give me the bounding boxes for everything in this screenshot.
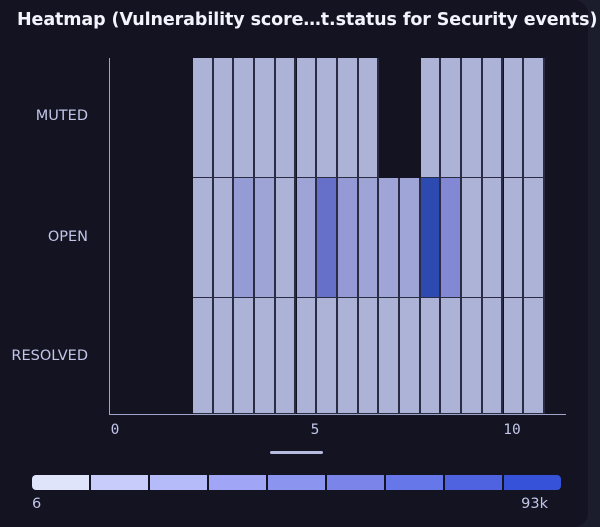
horizontal-scroll-handle[interactable] [270,451,323,454]
chart-title: Heatmap (Vulnerability score…t.status fo… [17,10,598,30]
heatmap-cell[interactable] [317,58,338,178]
legend-color-segment [150,475,207,490]
heatmap-cell[interactable] [213,58,235,178]
x-axis-line [109,414,566,415]
heatmap-cell[interactable] [400,178,421,298]
heatmap-cell[interactable] [482,298,504,414]
heatmap-cell[interactable] [441,178,463,298]
heatmap-cell[interactable] [358,178,380,298]
heatmap-cell[interactable] [420,178,442,298]
heatmap-cell[interactable] [193,58,214,178]
heatmap-cell[interactable] [317,178,338,298]
heatmap-cell[interactable] [296,298,318,414]
heatmap-cell[interactable] [441,298,463,414]
heatmap-cell[interactable] [462,58,483,178]
heatmap-cell[interactable] [524,178,545,298]
heatmap-cell[interactable] [358,58,380,178]
heatmap-cell[interactable] [503,298,525,414]
heatmap-cell[interactable] [275,58,297,178]
y-axis-line [109,58,110,415]
heatmap-cell[interactable] [503,178,525,298]
heatmap-cell[interactable] [503,58,525,178]
legend-color-segment [91,475,148,490]
heatmap-cell[interactable] [234,58,256,178]
legend-color-segment [327,475,384,490]
legend-min-label: 6 [32,496,42,512]
heatmap-cell[interactable] [420,58,442,178]
x-tick-0: 0 [110,422,120,438]
heatmap-cell[interactable] [462,178,483,298]
heatmap-cell[interactable] [337,178,359,298]
legend-color-segment [209,475,266,490]
heatmap-cell[interactable] [400,298,421,414]
heatmap-cell[interactable] [213,178,235,298]
heatmap-cell[interactable] [255,58,276,178]
heatmap-cell[interactable] [275,178,297,298]
x-tick-5: 5 [310,422,320,438]
y-label-resolved: RESOLVED [11,348,88,364]
heatmap-cell[interactable] [255,178,276,298]
heatmap-cell[interactable] [337,58,359,178]
legend-max-label: 93k [521,496,548,512]
x-tick-10: 10 [503,422,521,438]
heatmap-cell[interactable] [524,58,545,178]
legend-color-segment [268,475,325,490]
y-label-open: OPEN [47,229,88,245]
heatmap-cell[interactable] [234,298,256,414]
heatmap-cell[interactable] [317,298,338,414]
heatmap-cell[interactable] [193,298,214,414]
heatmap-cell[interactable] [193,178,214,298]
heatmap-cell[interactable] [482,178,504,298]
legend-color-segment [386,475,443,490]
heatmap-cell[interactable] [441,58,463,178]
heatmap-cell[interactable] [462,298,483,414]
heatmap-cell[interactable] [358,298,380,414]
color-legend [32,475,561,490]
y-label-muted: MUTED [35,108,88,124]
heatmap-cell[interactable] [296,58,318,178]
heatmap-cell[interactable] [482,58,504,178]
heatmap-cell[interactable] [213,298,235,414]
heatmap-cell[interactable] [275,298,297,414]
heatmap-cell[interactable] [337,298,359,414]
heatmap-cell[interactable] [420,298,442,414]
heatmap-cell[interactable] [255,298,276,414]
legend-color-segment [445,475,502,490]
heatmap-cell[interactable] [296,178,318,298]
heatmap-cell[interactable] [379,298,400,414]
heatmap-cell[interactable] [524,298,545,414]
legend-color-segment [504,475,561,490]
heatmap-cell[interactable] [234,178,256,298]
legend-color-segment [32,475,89,490]
heatmap-cell[interactable] [379,178,400,298]
